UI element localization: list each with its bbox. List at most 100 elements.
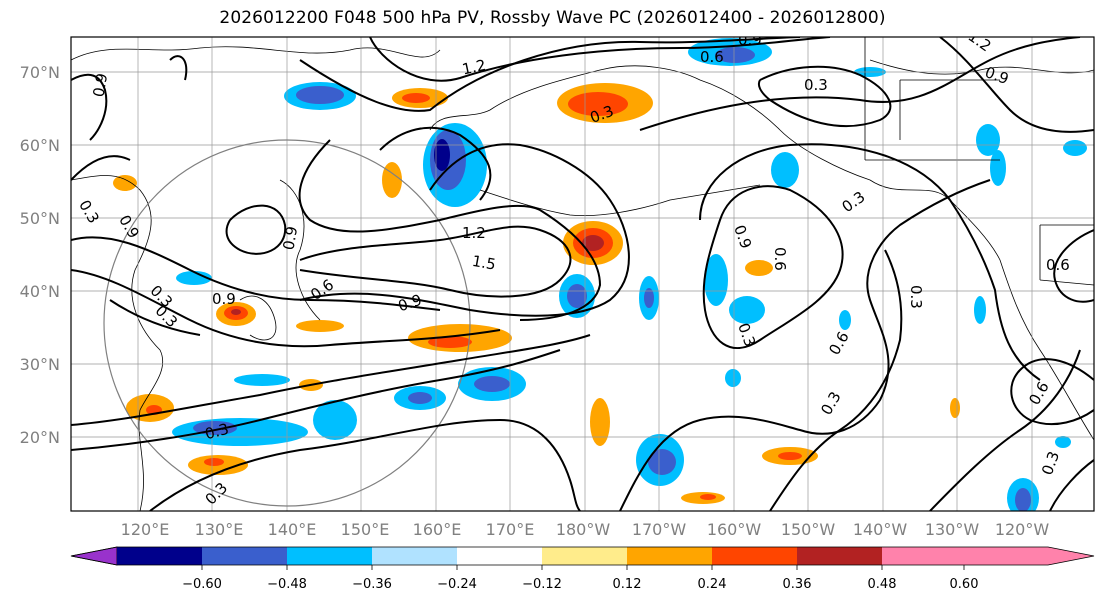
anomaly-patch <box>113 175 137 191</box>
anomaly-patch <box>434 139 450 171</box>
contour-line <box>109 299 201 336</box>
coastline <box>1039 224 1094 286</box>
colorbar-label: 0.36 <box>783 577 812 592</box>
contour-line <box>71 73 108 141</box>
anomaly-patch <box>771 152 799 188</box>
contour-label: 0.6 <box>771 247 789 271</box>
anomaly-patch <box>715 47 755 63</box>
anomaly-patch <box>704 254 728 306</box>
coastline <box>864 37 1000 161</box>
contour-label: 0.6 <box>700 48 724 66</box>
colorbar-label: −0.48 <box>267 577 307 592</box>
anomaly-patch <box>976 124 1000 156</box>
contour-line <box>299 37 801 112</box>
colorbar-bin <box>797 547 882 565</box>
contour-label: 1.5 <box>471 252 498 274</box>
anomaly-patch <box>408 392 432 404</box>
colorbar-label: 0.24 <box>698 577 727 592</box>
coastline <box>71 46 441 61</box>
latitude-label: 60°N <box>20 136 60 155</box>
contour-label: 1.2 <box>462 224 486 242</box>
anomaly-patch <box>231 309 241 315</box>
latitude-label: 30°N <box>20 355 60 374</box>
colorbar-bin <box>627 547 712 565</box>
contour-line <box>299 225 572 298</box>
longitude-label: 120°E <box>121 520 170 539</box>
anomaly-patch <box>590 398 610 446</box>
contour-line <box>71 269 501 348</box>
contour-label: 0.9 <box>89 72 111 99</box>
contour-line <box>699 143 1041 381</box>
contour-label: 1.2 <box>460 56 487 79</box>
plot-title: 2026012200 F048 500 hPa PV, Rossby Wave … <box>219 8 886 28</box>
latitude-label: 50°N <box>20 209 60 228</box>
contour-line <box>702 185 844 350</box>
contour-line <box>299 143 630 317</box>
longitude-label: 140°E <box>268 520 317 539</box>
anomaly-patch <box>1055 436 1071 448</box>
colorbar: −0.60 −0.48 −0.36 −0.24 −0.12 0.12 0.24 … <box>70 546 1095 592</box>
longitude-label: 170°W <box>632 520 687 539</box>
anomaly-patch <box>313 400 357 440</box>
colorbar-bin <box>457 547 542 565</box>
anomaly-patch <box>644 288 654 308</box>
pv-contours <box>71 37 1094 511</box>
longitude-label: 130°W <box>925 520 980 539</box>
coastline <box>239 295 277 341</box>
anomaly-patch <box>296 320 344 332</box>
colorbar-outline <box>70 546 1095 566</box>
contour-line <box>939 37 1094 133</box>
contour-line <box>369 37 831 82</box>
coastline <box>429 65 1094 441</box>
anomaly-patch <box>778 452 802 460</box>
contour-line <box>149 418 581 511</box>
contour-line <box>71 236 441 311</box>
latitude-label: 70°N <box>20 63 60 82</box>
anomaly-patch <box>474 376 510 392</box>
anomaly-patch <box>839 310 851 330</box>
anomaly-patch <box>402 93 430 103</box>
map-content: 1.2 0.6 0.9 0.3 0.3 1.2 1.5 0.9 0.6 0.9 … <box>71 37 1094 511</box>
contour-line <box>639 37 1081 131</box>
contour-line <box>225 204 287 255</box>
contour-line <box>619 179 991 511</box>
longitude-label: 170°E <box>486 520 535 539</box>
anomaly-patch <box>428 336 472 348</box>
anomaly-patch <box>234 374 290 386</box>
colorbar-label: −0.60 <box>182 577 222 592</box>
contour-line <box>757 65 892 128</box>
contour-line <box>769 249 903 511</box>
anomaly-patch <box>568 92 628 116</box>
contour-label: 0.3 <box>907 285 925 309</box>
anomaly-patch <box>950 398 960 418</box>
coastline <box>479 184 761 216</box>
contour-line <box>71 155 131 181</box>
contour-line <box>71 349 561 451</box>
contour-label: 0.9 <box>279 225 301 252</box>
colorbar-bin <box>712 547 797 565</box>
colorbar-bin <box>202 547 287 565</box>
contour-label: 0.3 <box>804 76 828 94</box>
colorbar-label: 0.48 <box>868 577 897 592</box>
anomaly-patch <box>296 86 344 104</box>
longitude-label: 160°E <box>413 520 462 539</box>
colorbar-label: −0.24 <box>437 577 477 592</box>
longitude-label: 130°E <box>195 520 244 539</box>
anomaly-patch <box>567 284 587 308</box>
anomaly-patch <box>729 296 765 324</box>
anomaly-patch <box>700 494 716 500</box>
colorbar-bin <box>882 547 964 565</box>
anomaly-patch <box>1015 488 1031 511</box>
contour-line <box>929 349 1081 511</box>
latitude-label: 40°N <box>20 282 60 301</box>
coastline <box>869 59 1094 75</box>
colorbar-ticks <box>201 565 965 570</box>
longitude-label: 180°W <box>556 520 611 539</box>
anomaly-patch <box>990 150 1006 186</box>
anomaly-patch <box>648 449 676 475</box>
colorbar-bin <box>542 547 627 565</box>
latitude-label: 20°N <box>20 428 60 447</box>
anomaly-patch <box>1063 140 1087 156</box>
colorbar-label: 0.60 <box>950 577 979 592</box>
